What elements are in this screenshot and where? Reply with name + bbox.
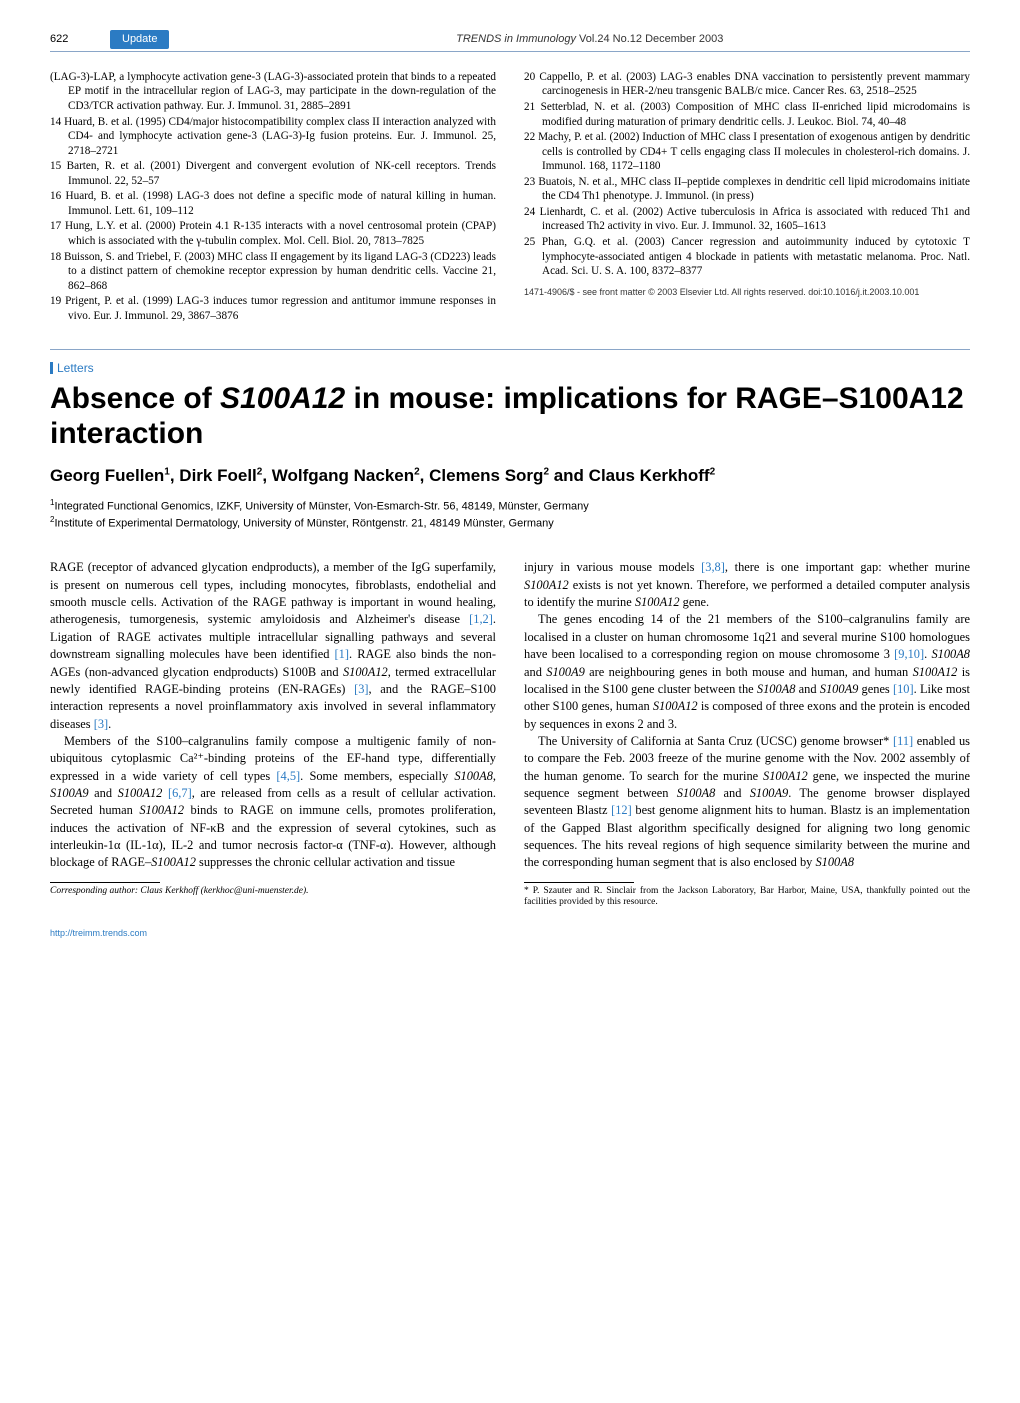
corresponding-author: Corresponding author: Claus Kerkhoff (ke… (50, 886, 496, 897)
letters-label: Letters (50, 362, 94, 374)
affiliation-text: Integrated Functional Genomics, IZKF, Un… (54, 501, 588, 513)
reference-item: 18 Buisson, S. and Triebel, F. (2003) MH… (50, 250, 496, 294)
body-paragraph: injury in various mouse models [3,8], th… (524, 559, 970, 611)
reference-item: 15 Barten, R. et al. (2001) Divergent an… (50, 159, 496, 188)
title-gene: S100A12 (220, 382, 345, 415)
affiliation-text: Institute of Experimental Dermatology, U… (54, 518, 553, 530)
reference-item: 25 Phan, G.Q. et al. (2003) Cancer regre… (524, 235, 970, 279)
title-text-pre: Absence of (50, 382, 220, 415)
footer-link[interactable]: http://treimm.trends.com (50, 927, 970, 939)
journal-title: TRENDS in Immunology (456, 33, 576, 45)
reference-item: 21 Setterblad, N. et al. (2003) Composit… (524, 100, 970, 129)
running-header: 622 Update TRENDS in Immunology Vol.24 N… (50, 30, 970, 52)
reference-item: 23 Buatois, N. et al., MHC class II–pept… (524, 175, 970, 204)
article-body: RAGE (receptor of advanced glycation end… (50, 559, 970, 908)
affiliation: 2Institute of Experimental Dermatology, … (50, 515, 970, 532)
journal-issue: Vol.24 No.12 December 2003 (576, 33, 723, 45)
reference-item: 16 Huard, B. et al. (1998) LAG-3 does no… (50, 189, 496, 218)
article-title: Absence of S100A12 in mouse: implication… (50, 382, 970, 451)
reference-item: (LAG-3)-LAP, a lymphocyte activation gen… (50, 70, 496, 114)
reference-item: 17 Hung, L.Y. et al. (2000) Protein 4.1 … (50, 219, 496, 248)
footnote-rule (50, 882, 160, 883)
footnote-rule (524, 882, 634, 883)
copyright-doi: 1471-4906/$ - see front matter © 2003 El… (524, 287, 970, 299)
affiliation: 1Integrated Functional Genomics, IZKF, U… (50, 498, 970, 515)
body-paragraph: Members of the S100–calgranulins family … (50, 733, 496, 872)
reference-item: 24 Lienhardt, C. et al. (2002) Active tu… (524, 205, 970, 234)
reference-item: 22 Machy, P. et al. (2002) Induction of … (524, 130, 970, 174)
reference-item: 19 Prigent, P. et al. (1999) LAG-3 induc… (50, 294, 496, 323)
reference-item: 20 Cappello, P. et al. (2003) LAG-3 enab… (524, 70, 970, 99)
footnote-resource: * P. Szauter and R. Sinclair from the Ja… (524, 886, 970, 909)
body-paragraph: The University of California at Santa Cr… (524, 733, 970, 872)
page-number: 622 (50, 32, 110, 47)
body-paragraph: RAGE (receptor of advanced glycation end… (50, 559, 496, 733)
author-list: Georg Fuellen1, Dirk Foell2, Wolfgang Na… (50, 465, 970, 488)
section-divider (50, 349, 970, 350)
references-continuation: (LAG-3)-LAP, a lymphocyte activation gen… (50, 70, 970, 324)
journal-info: TRENDS in Immunology Vol.24 No.12 Decemb… (209, 32, 970, 47)
section-pill: Update (110, 30, 169, 49)
body-paragraph: The genes encoding 14 of the 21 members … (524, 611, 970, 733)
reference-item: 14 Huard, B. et al. (1995) CD4/major his… (50, 115, 496, 159)
